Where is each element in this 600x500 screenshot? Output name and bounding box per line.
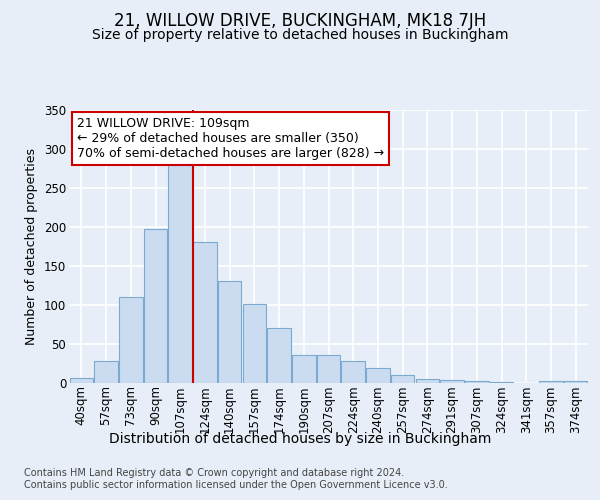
Bar [268,328,291,382]
Bar [564,381,587,382]
Bar [292,355,316,382]
Bar [440,380,464,382]
Text: Contains HM Land Registry data © Crown copyright and database right 2024.: Contains HM Land Registry data © Crown c… [24,468,404,477]
Bar [119,297,143,382]
Bar [94,362,118,382]
Text: 21, WILLOW DRIVE, BUCKINGHAM, MK18 7JH: 21, WILLOW DRIVE, BUCKINGHAM, MK18 7JH [114,12,486,30]
Bar [317,355,340,382]
Bar [366,368,389,382]
Bar [218,282,241,382]
Text: Distribution of detached houses by size in Buckingham: Distribution of detached houses by size … [109,432,491,446]
Bar [465,381,488,382]
Bar [193,242,217,382]
Bar [416,378,439,382]
Text: Size of property relative to detached houses in Buckingham: Size of property relative to detached ho… [92,28,508,42]
Bar [391,376,415,382]
Bar [242,304,266,382]
Bar [144,229,167,382]
Y-axis label: Number of detached properties: Number of detached properties [25,148,38,345]
Bar [70,378,93,382]
Bar [169,156,192,382]
Text: Contains public sector information licensed under the Open Government Licence v3: Contains public sector information licen… [24,480,448,490]
Bar [341,360,365,382]
Text: 21 WILLOW DRIVE: 109sqm
← 29% of detached houses are smaller (350)
70% of semi-d: 21 WILLOW DRIVE: 109sqm ← 29% of detache… [77,117,384,160]
Bar [539,381,563,382]
